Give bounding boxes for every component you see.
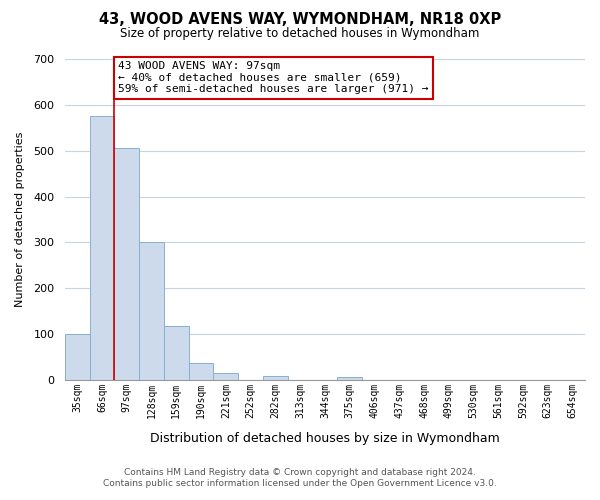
Y-axis label: Number of detached properties: Number of detached properties — [15, 132, 25, 307]
Bar — [263, 376, 288, 380]
Text: 43, WOOD AVENS WAY, WYMONDHAM, NR18 0XP: 43, WOOD AVENS WAY, WYMONDHAM, NR18 0XP — [99, 12, 501, 28]
Bar — [189, 362, 214, 380]
Bar — [214, 373, 238, 380]
Bar — [115, 148, 139, 380]
Bar — [89, 116, 115, 380]
Bar — [164, 326, 189, 380]
Text: 43 WOOD AVENS WAY: 97sqm
← 40% of detached houses are smaller (659)
59% of semi-: 43 WOOD AVENS WAY: 97sqm ← 40% of detach… — [118, 62, 428, 94]
Text: Size of property relative to detached houses in Wymondham: Size of property relative to detached ho… — [121, 28, 479, 40]
X-axis label: Distribution of detached houses by size in Wymondham: Distribution of detached houses by size … — [150, 432, 500, 445]
Bar — [65, 334, 89, 380]
Bar — [337, 377, 362, 380]
Text: Contains HM Land Registry data © Crown copyright and database right 2024.
Contai: Contains HM Land Registry data © Crown c… — [103, 468, 497, 487]
Bar — [139, 242, 164, 380]
